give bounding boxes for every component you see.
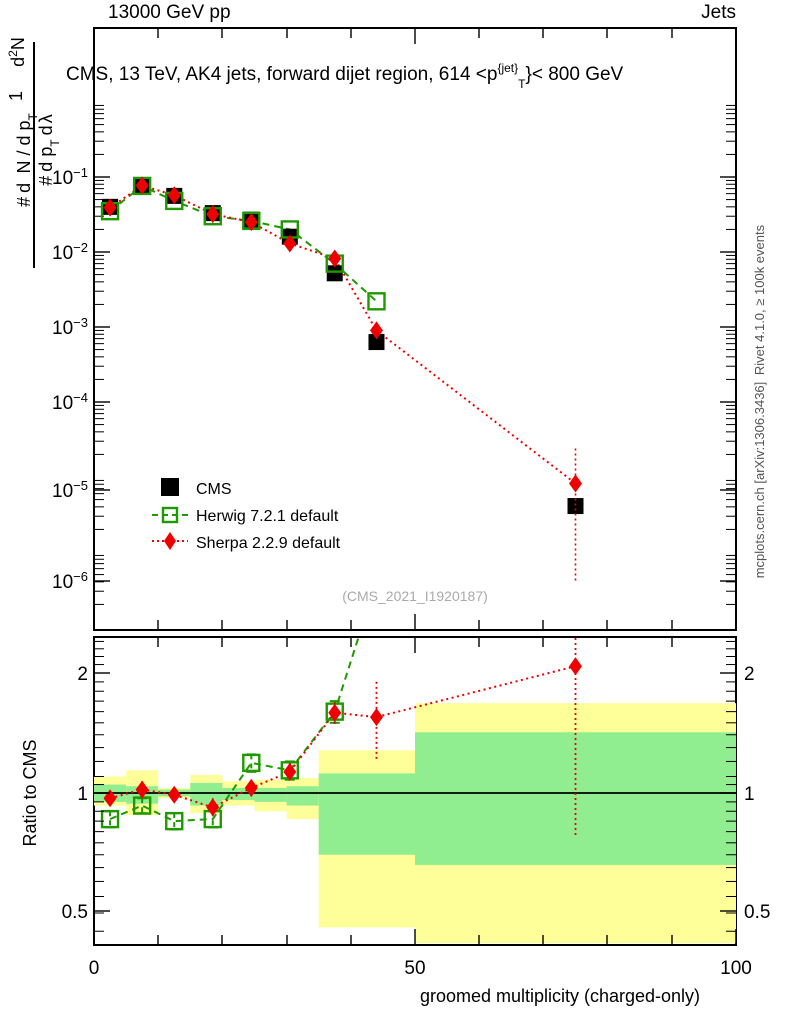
rivet-version-label: Rivet 4.1.0, ≥ 100k events <box>752 224 767 375</box>
main-y-axis-label-d2n: d2N <box>6 37 28 67</box>
y-tick-6: 10−6 <box>52 569 88 593</box>
main-y-axis-label-top: #d pTdλ <box>36 114 62 185</box>
plot-title: CMS, 13 TeV, AK4 jets, forward dijet reg… <box>66 61 624 91</box>
x-tick-100: 100 <box>720 958 752 979</box>
main-x-ticks <box>93 28 737 630</box>
y-tick-4: 10−4 <box>52 390 88 414</box>
legend-label-cms: CMS <box>196 481 232 498</box>
legend-marker-sherpa <box>164 532 176 550</box>
ratio-y-axis-label: Ratio to CMS <box>20 739 40 846</box>
mcplots-label: mcplots.cern.ch [arXiv:1306.3436] <box>752 382 767 579</box>
y-tick-1: 10−1 <box>52 165 88 189</box>
x-tick-0: 0 <box>89 958 100 979</box>
main-y-minor-ticks <box>94 104 736 605</box>
x-axis-label: groomed multiplicity (charged-only) <box>420 986 700 1006</box>
x-tick-labels: 0 50 100 <box>89 958 752 979</box>
main-y-ticks <box>94 176 736 582</box>
y-tick-3: 10−3 <box>52 315 88 339</box>
ratio-tick-2-right: 2 <box>744 664 755 685</box>
ratio-tick-1-left: 1 <box>77 784 88 805</box>
ratio-y-tick-labels: 2 1 0.5 2 1 0.5 <box>62 664 771 923</box>
legend-marker-herwig <box>161 506 179 524</box>
ratio-y-minor-ticks <box>94 640 736 932</box>
ratio-uncertainty-bands <box>94 703 736 944</box>
legend: CMS Herwig 7.2.1 default Sherpa 2.2.9 de… <box>152 478 341 552</box>
y-tick-5: 10−5 <box>52 478 88 502</box>
inner-band <box>286 786 319 806</box>
main-data-layer <box>100 176 584 584</box>
ratio-tick-05-right: 0.5 <box>744 902 770 923</box>
header-left: 13000 GeV pp <box>108 2 231 23</box>
analysis-watermark: (CMS_2021_I1920187) <box>342 588 488 604</box>
svg-text:Ratio to CMS: Ratio to CMS <box>20 739 40 846</box>
y-tick-2: 10−2 <box>52 240 88 264</box>
svg-text:#d pTdλ: #d pTdλ <box>36 114 62 185</box>
inner-band <box>254 787 287 802</box>
main-y-tick-labels: 10−1 10−2 10−3 10−4 10−5 10−6 <box>52 165 88 593</box>
main-panel-frame <box>93 27 737 631</box>
ratio-x-ticks <box>93 637 737 945</box>
ratio-tick-1-right: 1 <box>744 784 755 805</box>
x-tick-50: 50 <box>404 958 425 979</box>
ratio-tick-2-left: 2 <box>77 664 88 685</box>
ratio-y-ticks <box>94 672 736 912</box>
legend-label-herwig: Herwig 7.2.1 default <box>196 508 339 525</box>
ratio-data-layer <box>100 638 582 837</box>
legend-marker-cms <box>161 478 179 496</box>
legend-label-sherpa: Sherpa 2.2.9 default <box>196 535 341 552</box>
ratio-tick-05-left: 0.5 <box>62 902 88 923</box>
header-right: Jets <box>701 2 736 23</box>
main-y-axis-label-num: 1 <box>6 91 26 101</box>
inner-band <box>318 773 415 855</box>
svg-text:d2N: d2N <box>6 37 28 67</box>
inner-band <box>190 782 223 806</box>
